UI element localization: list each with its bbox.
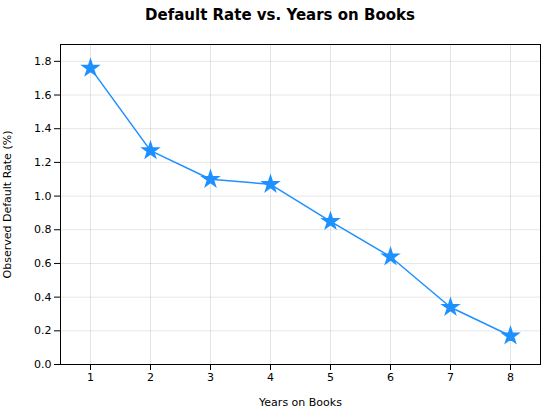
svg-text:1.6: 1.6	[34, 89, 52, 102]
svg-text:1.0: 1.0	[34, 190, 52, 203]
svg-text:1: 1	[87, 371, 94, 384]
svg-text:1.2: 1.2	[34, 156, 52, 169]
svg-text:7: 7	[447, 371, 454, 384]
svg-text:3: 3	[207, 371, 214, 384]
svg-text:2: 2	[147, 371, 154, 384]
svg-text:6: 6	[387, 371, 394, 384]
svg-text:0.2: 0.2	[34, 324, 52, 337]
svg-text:Years on Books: Years on Books	[258, 396, 342, 409]
svg-text:5: 5	[327, 371, 334, 384]
svg-text:8: 8	[507, 371, 514, 384]
svg-text:4: 4	[267, 371, 274, 384]
svg-text:Observed Default Rate (%): Observed Default Rate (%)	[1, 131, 14, 279]
html-text:Default Rate vs. Years on Book: Default Rate vs. Years on Books	[145, 6, 415, 24]
svg-text:0.8: 0.8	[34, 223, 52, 236]
svg-text:0.4: 0.4	[34, 291, 52, 304]
svg-text:1.4: 1.4	[34, 122, 52, 135]
svg-text:0.0: 0.0	[34, 358, 52, 371]
svg-text:1.8: 1.8	[34, 55, 52, 68]
svg-text:0.6: 0.6	[34, 257, 52, 270]
